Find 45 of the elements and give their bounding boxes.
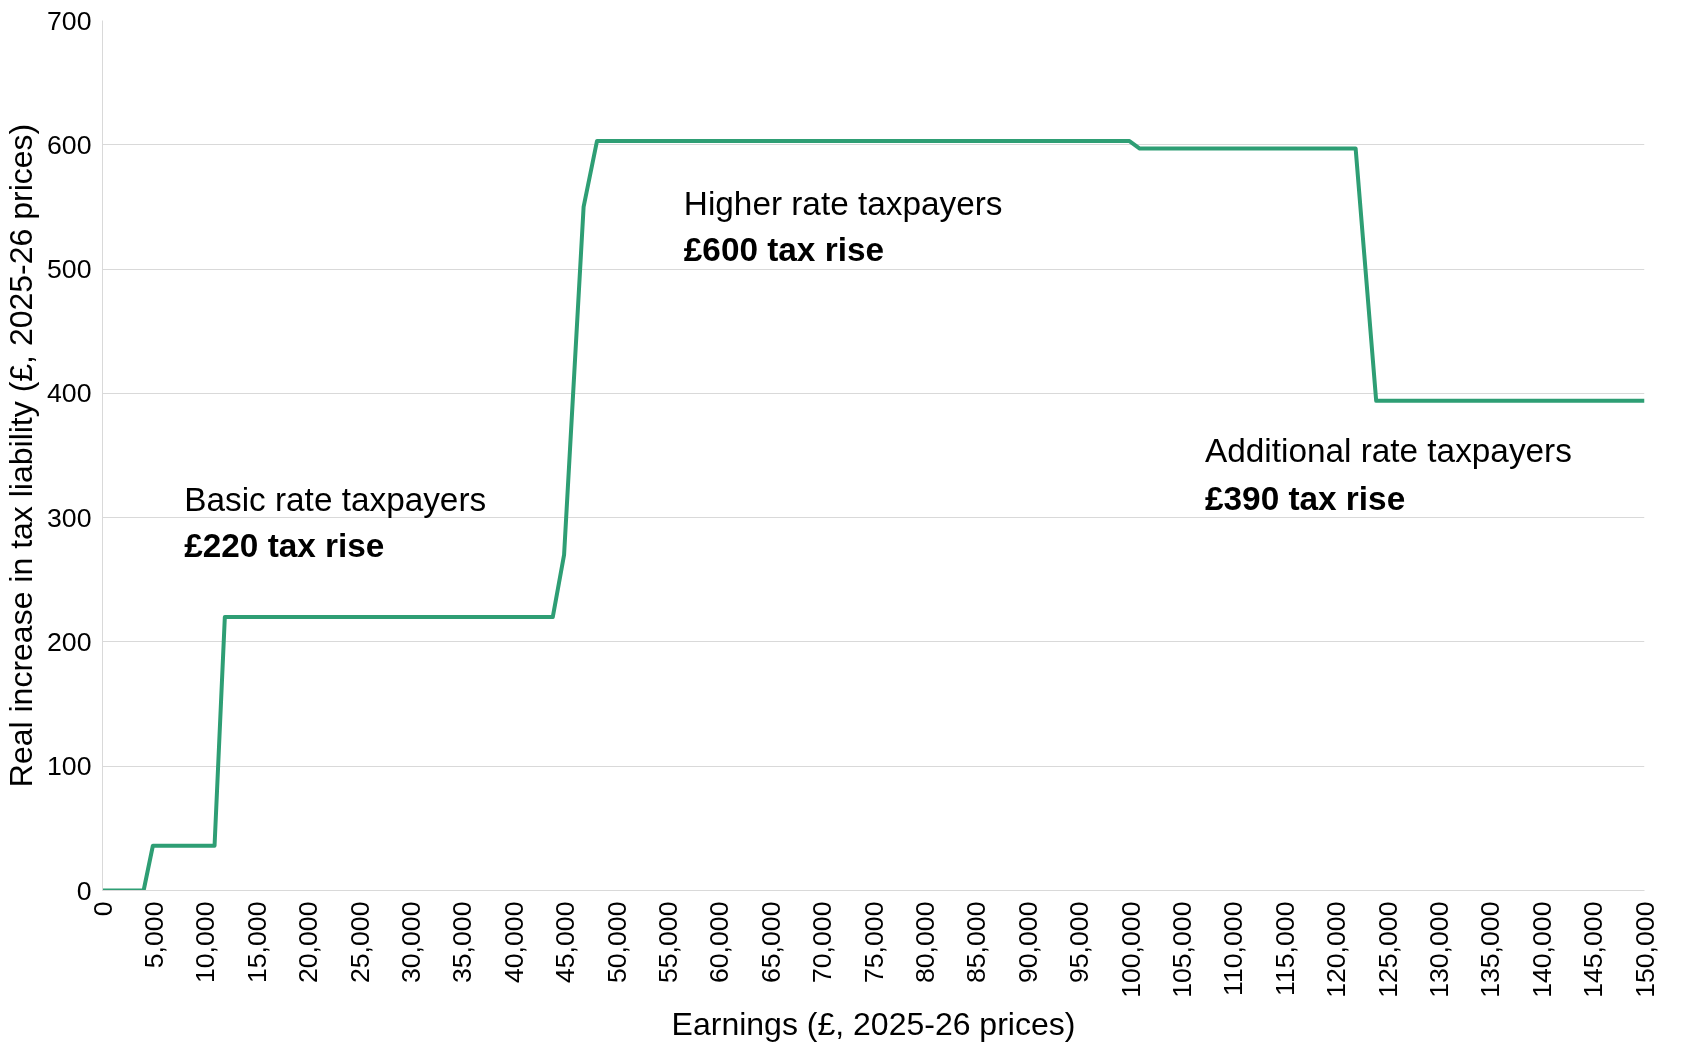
x-tick-label: 50,000 — [601, 901, 632, 984]
x-tick-label: 70,000 — [807, 901, 838, 984]
x-tick-label: 25,000 — [344, 901, 375, 984]
x-tick-label: 140,000 — [1526, 901, 1557, 998]
y-tick-label: 600 — [47, 129, 92, 160]
x-axis-title: Earnings (£, 2025-26 prices) — [671, 1005, 1076, 1042]
x-tick-label: 90,000 — [1012, 901, 1043, 984]
x-tick-label: 115,000 — [1269, 901, 1300, 996]
x-tick-label: 60,000 — [704, 901, 735, 984]
annotation: £390 tax rise — [1205, 479, 1406, 517]
x-tick-label: 110,000 — [1218, 901, 1249, 996]
x-tick-label: 150,000 — [1629, 901, 1660, 998]
x-tick-label: 55,000 — [652, 901, 683, 984]
x-tick-label: 145,000 — [1578, 901, 1609, 998]
x-tick-label: 5,000 — [138, 901, 169, 969]
x-tick-label: 120,000 — [1321, 901, 1352, 998]
annotation: £600 tax rise — [683, 230, 884, 268]
annotation: Basic rate taxpayers — [184, 481, 487, 519]
x-tick-label: 20,000 — [293, 901, 324, 984]
x-tick-label: 15,000 — [241, 901, 272, 984]
x-tick-label: 75,000 — [858, 901, 889, 984]
x-tick-label: 105,000 — [1166, 901, 1197, 998]
x-tick-label: 10,000 — [190, 901, 221, 984]
x-tick-label: 95,000 — [1064, 901, 1095, 984]
y-axis-title: Real increase in tax liability (£, 2025-26 prices) — [3, 123, 40, 788]
y-tick-label: 100 — [47, 751, 92, 782]
x-tick-label: 130,000 — [1423, 901, 1454, 998]
x-tick-label: 80,000 — [909, 901, 940, 984]
x-tick-label: 100,000 — [1115, 901, 1146, 998]
x-tick-label: 85,000 — [961, 901, 992, 984]
y-tick-label: 300 — [47, 502, 92, 533]
x-tick-label: 40,000 — [498, 901, 529, 984]
x-tick-label: 65,000 — [755, 901, 786, 984]
x-tick-label: 35,000 — [447, 901, 478, 984]
y-tick-label: 400 — [47, 378, 92, 409]
x-tick-label: 45,000 — [550, 901, 581, 984]
annotation: Higher rate taxpayers — [683, 184, 1003, 222]
x-tick-label: 125,000 — [1372, 901, 1403, 998]
y-tick-label: 500 — [47, 254, 92, 285]
x-tick-label: 135,000 — [1475, 901, 1506, 998]
y-tick-label: 700 — [47, 5, 92, 36]
annotation: Additional rate taxpayers — [1205, 431, 1572, 469]
annotation: £220 tax rise — [184, 527, 385, 565]
x-tick-label: 30,000 — [395, 901, 426, 984]
y-tick-label: 200 — [47, 626, 92, 657]
